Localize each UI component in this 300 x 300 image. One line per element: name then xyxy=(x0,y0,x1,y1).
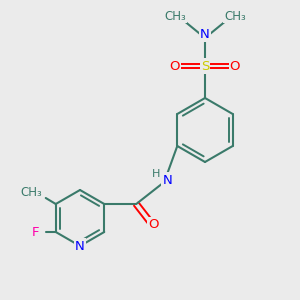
Text: H: H xyxy=(152,169,160,179)
Text: O: O xyxy=(230,59,240,73)
Text: CH₃: CH₃ xyxy=(20,185,42,199)
Text: CH₃: CH₃ xyxy=(224,10,246,22)
Text: N: N xyxy=(200,28,210,40)
Text: O: O xyxy=(148,218,158,232)
Text: O: O xyxy=(170,59,180,73)
Text: F: F xyxy=(32,226,40,238)
Text: CH₃: CH₃ xyxy=(164,10,186,22)
Text: N: N xyxy=(75,239,85,253)
Text: N: N xyxy=(162,173,172,187)
Text: S: S xyxy=(201,59,209,73)
